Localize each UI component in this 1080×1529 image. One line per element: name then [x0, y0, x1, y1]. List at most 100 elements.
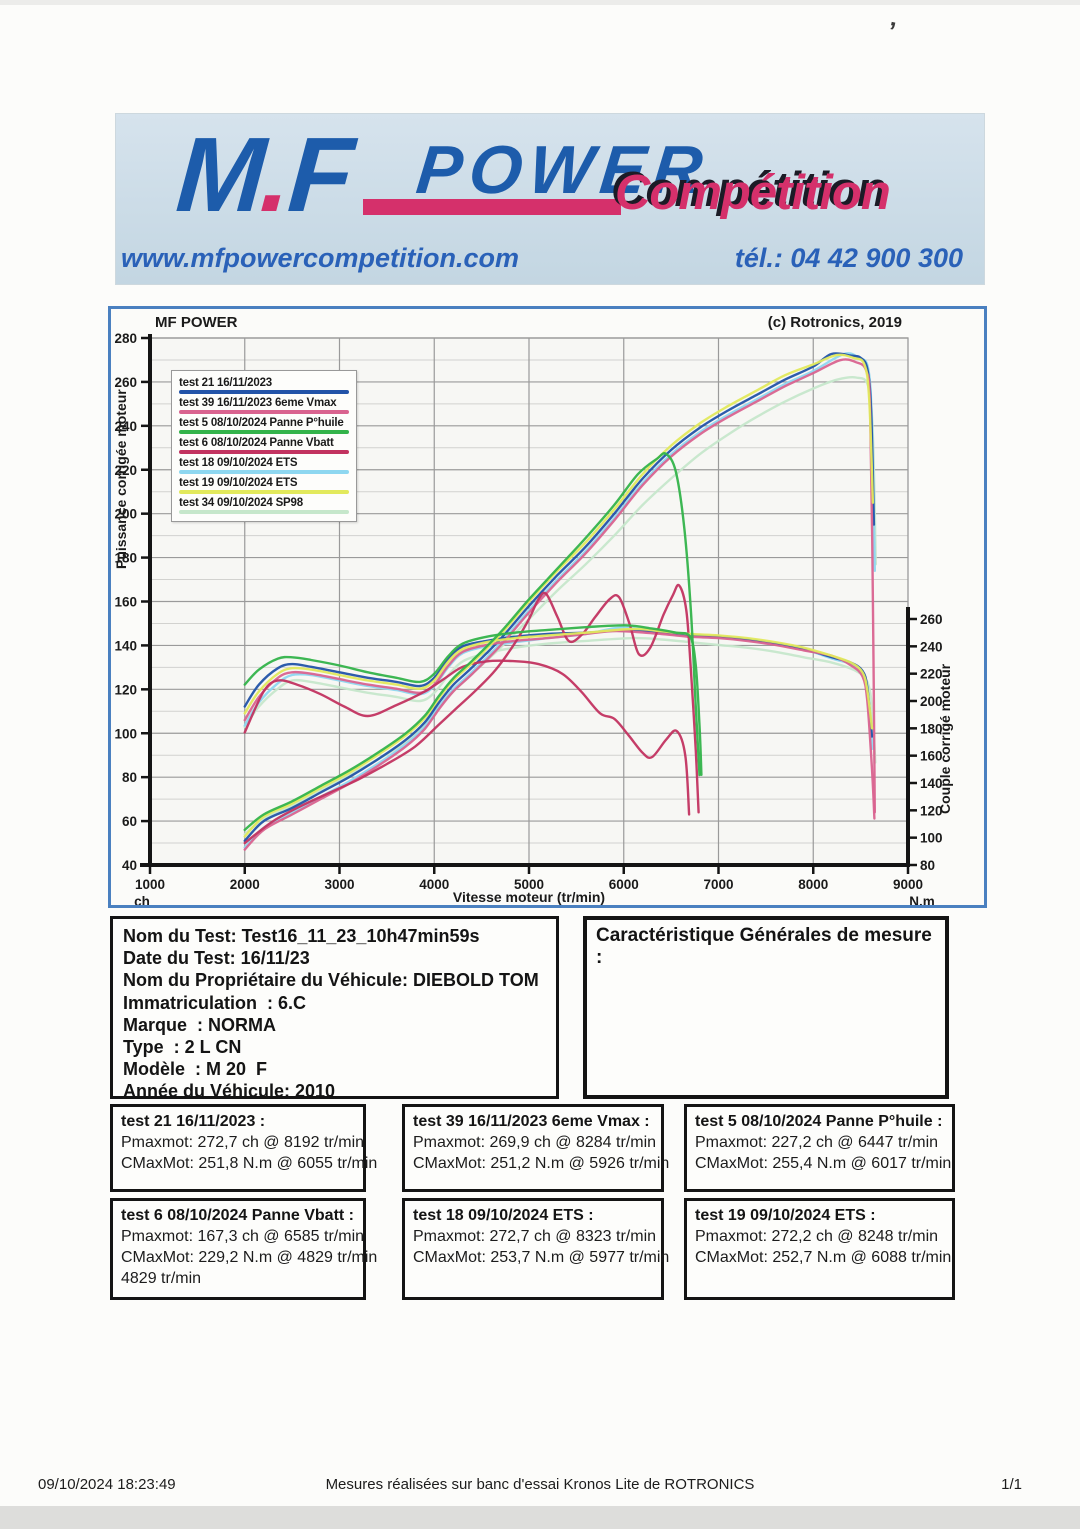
legend-color-bar	[179, 410, 349, 414]
svg-text:120: 120	[920, 803, 943, 818]
test-result-line: Pmaxmot: 269,9 ch @ 8284 tr/min	[413, 1134, 657, 1151]
svg-text:200: 200	[114, 507, 137, 522]
vehicle-info-line: Modèle : M 20 F	[123, 1059, 268, 1080]
svg-text:9000: 9000	[893, 877, 923, 892]
vehicle-info-box: Nom du Test: Test16_11_23_10h47min59s Dat…	[110, 916, 559, 1101]
test-result-line: Pmaxmot: 272,7 ch @ 8323 tr/min	[413, 1228, 657, 1245]
test-result-title: test 19 09/10/2024 ETS :	[695, 1207, 876, 1224]
test-result-line: CMaxMot: 251,2 N.m @ 5926 tr/min	[413, 1155, 670, 1172]
svg-text:100: 100	[920, 831, 943, 846]
measure-characteristics-title: Caractéristique Générales de mesure :	[596, 925, 932, 968]
legend-color-bar	[179, 450, 349, 454]
svg-text:1000: 1000	[135, 877, 165, 892]
test-result-box-0: test 21 16/11/2023 : Pmaxmot: 272,7 ch @ …	[110, 1104, 378, 1192]
test-result-title: test 6 08/10/2024 Panne Vbatt :	[121, 1207, 354, 1224]
logo-phone: tél.: 04 42 900 300	[734, 243, 963, 273]
svg-text:6000: 6000	[609, 877, 639, 892]
svg-text:80: 80	[920, 858, 935, 873]
svg-text:8000: 8000	[798, 877, 828, 892]
legend-label: test 34 09/10/2024 SP98	[179, 497, 303, 509]
series-5	[243, 353, 875, 838]
svg-text:ch: ch	[134, 894, 150, 905]
dyno-plot: 40 60 80 100 120 140 160 180 200 220 240 260 280 1000…	[114, 331, 942, 905]
test-result-title: test 21 16/11/2023 :	[121, 1113, 266, 1130]
logo-red-underline	[363, 199, 621, 215]
svg-text:40: 40	[122, 858, 137, 873]
legend-label: test 39 16/11/2023 6eme Vmax	[179, 397, 337, 409]
footer-page-number: 1/1	[1001, 1476, 1022, 1493]
test-result-line: 4829 tr/min	[121, 1270, 202, 1287]
logo-bottom-row: www.mfpowercompetition.com tél.: 04 42 9…	[115, 241, 985, 281]
plot-tick-labels: 40 60 80 100 120 140 160 180 200 220 240 260 280 1000…	[114, 331, 942, 905]
svg-text:100: 100	[114, 726, 137, 741]
legend-entry-1: test 39 16/11/2023 6eme Vmax	[179, 397, 349, 414]
test-result-line: CMaxMot: 253,7 N.m @ 5977 tr/min	[413, 1249, 670, 1266]
legend-entry-2: test 5 08/10/2024 Panne P°huile	[179, 417, 349, 434]
logo-competition-text: Compétition	[615, 166, 891, 220]
chart-copyright: (c) Rotronics, 2019	[767, 314, 902, 331]
legend-label: test 19 09/10/2024 ETS	[179, 477, 298, 489]
test-result-line: CMaxMot: 251,8 N.m @ 6055 tr/min	[121, 1155, 378, 1172]
svg-text:220: 220	[114, 463, 137, 478]
chart-title: MF POWER	[155, 314, 238, 331]
test-result-title: test 5 08/10/2024 Panne P°huile :	[695, 1113, 943, 1130]
logo-website: www.mfpowercompetition.com	[121, 243, 520, 273]
svg-text:140: 140	[114, 638, 137, 653]
svg-text:160: 160	[114, 595, 137, 610]
svg-text:80: 80	[122, 770, 137, 785]
legend-entry-0: test 21 16/11/2023	[179, 377, 349, 394]
legend-color-bar	[179, 390, 349, 394]
legend-color-bar	[179, 490, 349, 494]
svg-text:180: 180	[920, 721, 943, 736]
vehicle-info-line: Nom du Propriétaire du Véhicule: DIEBOLD…	[123, 970, 539, 991]
logo-banner: M.F POWER Compétition www.mfpowercompeti…	[115, 113, 985, 285]
legend-label: test 18 09/10/2024 ETS	[179, 457, 298, 469]
footer: 09/10/2024 18:23:49 Mesures réalisées su…	[0, 1476, 1080, 1500]
test-result-line: CMaxMot: 252,7 N.m @ 6088 tr/min	[695, 1249, 952, 1266]
legend-color-bar	[179, 430, 349, 434]
svg-text:120: 120	[114, 682, 137, 697]
footer-center-text: Mesures réalisées sur banc d'essai Krono…	[325, 1476, 755, 1493]
svg-text:7000: 7000	[703, 877, 733, 892]
svg-text:5000: 5000	[514, 877, 544, 892]
test-result-box-2: test 5 08/10/2024 Panne P°huile : Pmaxmot…	[684, 1104, 955, 1192]
svg-text:240: 240	[114, 419, 137, 434]
vehicle-info-line: Immatriculation : 6.C	[123, 992, 307, 1013]
svg-text:N.m: N.m	[909, 894, 935, 905]
svg-text:3000: 3000	[324, 877, 354, 892]
logo-letter-m: M	[172, 116, 266, 234]
legend-entry-6: test 34 09/10/2024 SP98	[179, 497, 349, 514]
test-result-line: Pmaxmot: 167,3 ch @ 6585 tr/min	[121, 1228, 365, 1245]
svg-text:2000: 2000	[230, 877, 260, 892]
svg-text:200: 200	[920, 694, 943, 709]
plot-ticks	[141, 336, 917, 874]
logo-mf: M.F	[173, 115, 354, 236]
test-result-line: Pmaxmot: 227,2 ch @ 6447 tr/min	[695, 1134, 939, 1151]
legend-label: test 21 16/11/2023	[179, 377, 272, 389]
logo-letter-f: F	[284, 116, 354, 234]
test-result-box-1: test 39 16/11/2023 6eme Vmax : Pmaxmot: 2…	[402, 1104, 670, 1192]
vehicle-info-line: Marque : NORMA	[123, 1014, 276, 1035]
dyno-chart-box: MF POWER (c) Rotronics, 2019 40 60 80 100 12…	[108, 306, 987, 908]
measure-characteristics-box: Caractéristique Générales de mesure :	[583, 916, 949, 1099]
y-axis-label-left: Puissance corrigée moteur	[113, 389, 129, 569]
test-result-box-3: test 6 08/10/2024 Panne Vbatt : Pmaxmot: …	[110, 1198, 377, 1300]
svg-text:60: 60	[122, 814, 137, 829]
legend-label: test 5 08/10/2024 Panne P°huile	[179, 417, 344, 429]
legend-color-bar	[179, 470, 349, 474]
test-result-box-5: test 19 09/10/2024 ETS : Pmaxmot: 272,2 c…	[684, 1198, 955, 1300]
svg-text:180: 180	[114, 551, 137, 566]
test-result-box-4: test 18 09/10/2024 ETS : Pmaxmot: 272,7 c…	[402, 1198, 670, 1300]
legend-entry-3: test 6 08/10/2024 Panne Vbatt	[179, 437, 349, 454]
test-result-line: Pmaxmot: 272,2 ch @ 8248 tr/min	[695, 1228, 939, 1245]
test-result-line: Pmaxmot: 272,7 ch @ 8192 tr/min	[121, 1134, 365, 1151]
y-axis-label-right: Couple corrigé moteur	[937, 663, 953, 815]
scan-artifact-mark: ’	[885, 15, 899, 47]
svg-text:240: 240	[920, 639, 943, 654]
legend-entry-5: test 19 09/10/2024 ETS	[179, 477, 349, 494]
test-result-title: test 18 09/10/2024 ETS :	[413, 1207, 594, 1224]
scan-edge-bottom	[0, 1506, 1080, 1529]
svg-text:260: 260	[920, 612, 943, 627]
svg-text:4000: 4000	[419, 877, 449, 892]
